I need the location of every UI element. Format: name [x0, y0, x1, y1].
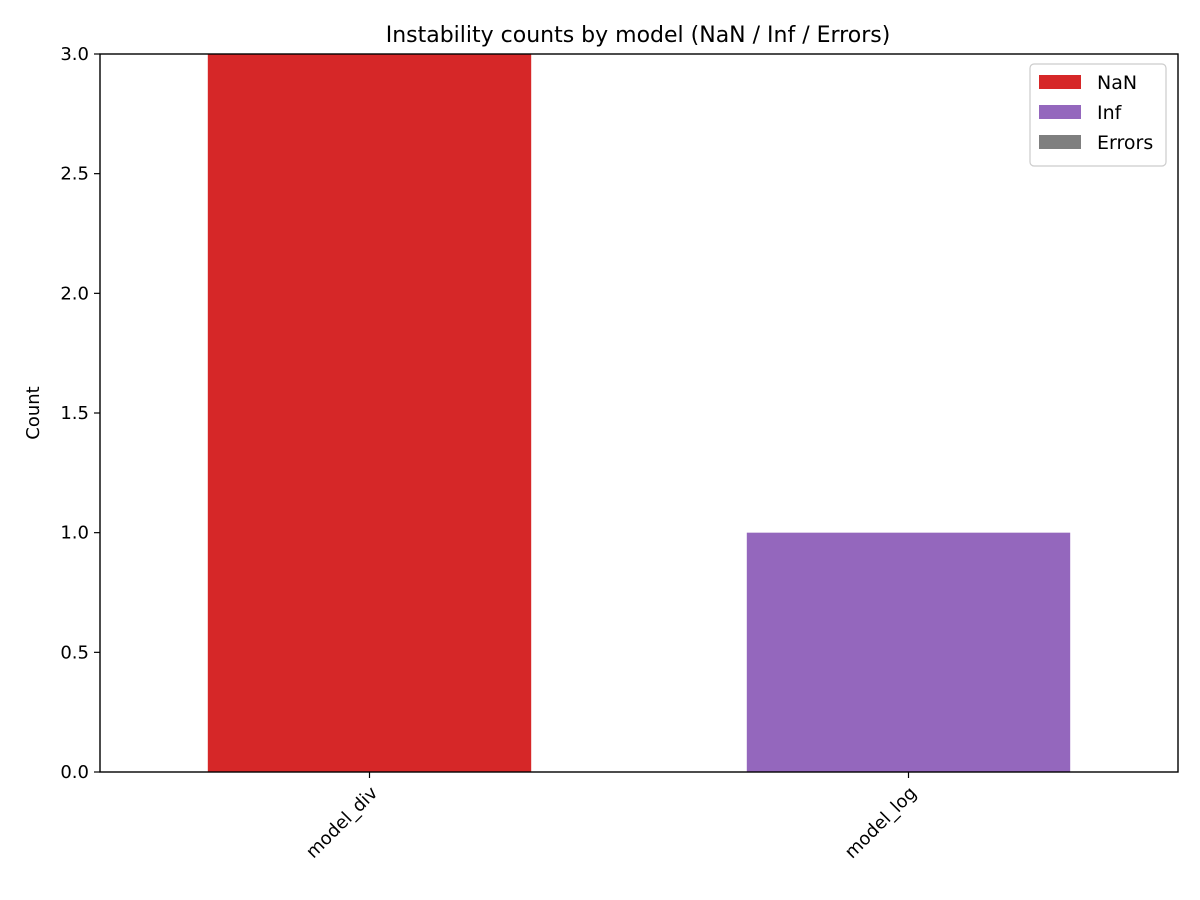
legend-label-inf: Inf — [1097, 102, 1123, 124]
y-tick-label: 3.0 — [60, 44, 89, 65]
chart-title: Instability counts by model (NaN / Inf /… — [386, 23, 891, 48]
y-tick-label: 1.0 — [60, 523, 89, 544]
legend: NaN Inf Errors — [1029, 63, 1167, 167]
legend-swatch-inf — [1039, 105, 1081, 119]
x-tick-label-model_div: model_div — [302, 782, 382, 862]
y-axis-label: Count — [23, 386, 44, 439]
legend-swatch-errors — [1039, 135, 1081, 149]
x-tick-label-model_log: model_log — [841, 783, 921, 863]
y-tick-label: 2.5 — [60, 164, 89, 185]
legend-swatch-nan — [1039, 75, 1081, 89]
bar-model_log-inf — [746, 532, 1071, 772]
y-tick-label: 0.5 — [60, 642, 89, 663]
bars-layer — [207, 54, 1071, 772]
bar-model_div-nan — [207, 54, 532, 772]
legend-label-nan: NaN — [1097, 72, 1137, 94]
y-tick-label: 0.0 — [60, 762, 89, 783]
y-tick-label: 2.0 — [60, 283, 89, 304]
legend-label-errors: Errors — [1097, 132, 1153, 154]
y-tick-label: 1.5 — [60, 403, 89, 424]
